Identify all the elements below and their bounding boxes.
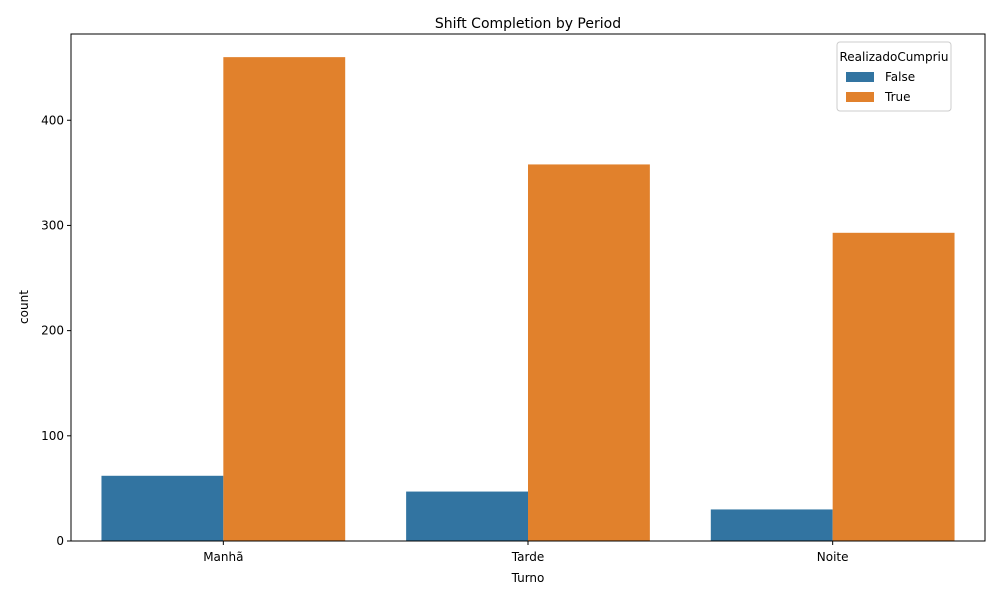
y-tick-label: 300 — [41, 218, 64, 232]
bar-false-3 — [710, 509, 833, 541]
legend-label-false: False — [885, 70, 915, 84]
legend-swatch-false — [846, 72, 874, 82]
axes-layer: Manhã Tarde Noite 0 100 200 300 400 — [41, 33, 986, 564]
legend: RealizadoCumpriu False True — [836, 41, 952, 112]
x-tick-label: Tarde — [511, 550, 544, 564]
bar-false-2 — [406, 491, 528, 541]
y-tick-label: 100 — [41, 429, 64, 443]
x-axis-label: Turno — [511, 571, 545, 585]
x-tick-label: Noite — [817, 550, 849, 564]
bar-true-2 — [528, 164, 650, 542]
bar-true-1 — [223, 57, 346, 541]
y-axis-label: count — [17, 290, 31, 324]
chart-title: Shift Completion by Period — [435, 16, 621, 32]
bar-false-1 — [101, 475, 224, 541]
legend-items: False True — [846, 70, 915, 104]
legend-label-true: True — [884, 90, 911, 104]
y-tick-label: 200 — [41, 324, 64, 338]
bars-layer — [101, 57, 955, 542]
legend-title: RealizadoCumpriu — [840, 50, 949, 64]
plot-frame — [70, 33, 986, 542]
bar-true-3 — [832, 232, 955, 541]
y-tick-label: 400 — [41, 113, 64, 127]
y-tick-label: 0 — [56, 534, 64, 548]
legend-swatch-true — [846, 92, 874, 102]
x-tick-label: Manhã — [203, 550, 243, 564]
